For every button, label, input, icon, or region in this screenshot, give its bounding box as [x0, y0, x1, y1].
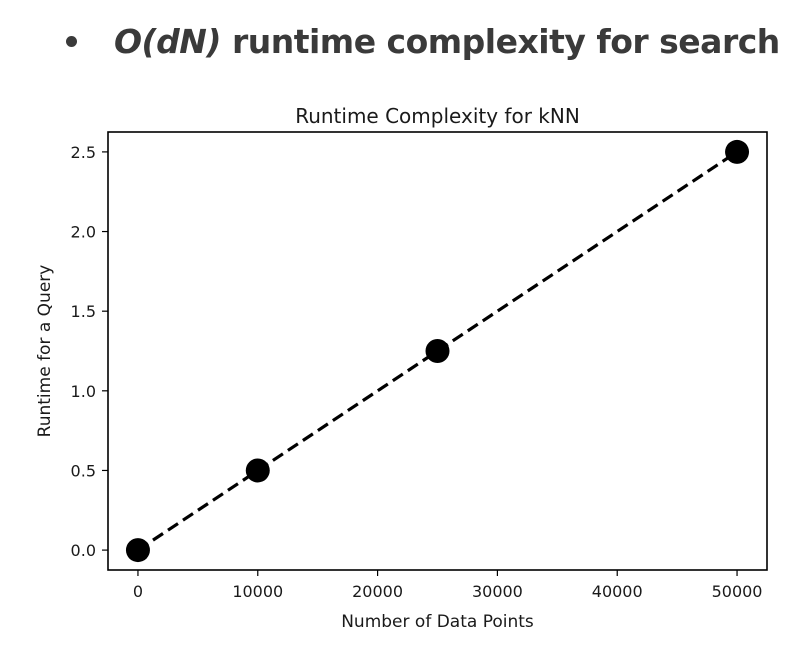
- bullet-dot-icon: [66, 35, 77, 47]
- bullet-rest: runtime complexity for search: [220, 21, 780, 61]
- y-axis-label: Runtime for a Query: [35, 265, 55, 438]
- bullet-text: O(dN) runtime complexity for search: [114, 22, 780, 61]
- x-tick-label: 20000: [352, 582, 403, 601]
- x-tick-label: 50000: [712, 582, 763, 601]
- chart-title: Runtime Complexity for kNN: [295, 104, 580, 128]
- y-tick-label: 0.0: [71, 541, 96, 560]
- data-point: [245, 458, 270, 483]
- data-point: [725, 139, 750, 164]
- bullet-math: O(dN): [114, 21, 221, 61]
- plot-frame: [107, 131, 768, 571]
- y-tick-label: 2.5: [71, 143, 96, 162]
- x-tick-label: 40000: [592, 582, 643, 601]
- y-tick-label: 1.0: [71, 382, 96, 401]
- x-axis-label: Number of Data Points: [341, 612, 534, 632]
- x-tick-label: 10000: [232, 582, 283, 601]
- data-point: [425, 339, 450, 363]
- y-tick-label: 0.5: [71, 461, 96, 480]
- x-tick-label: 0: [133, 582, 143, 601]
- data-point: [125, 538, 150, 563]
- y-tick-label: 2.0: [71, 223, 96, 242]
- slide-bullet: O(dN) runtime complexity for search: [66, 14, 780, 68]
- y-tick-label: 1.5: [71, 302, 96, 321]
- plot-area: 0 10000 20000 30000 40000 50000 0.0 0.5 1.0 1.5 2.…: [71, 131, 768, 601]
- x-tick-label: 30000: [472, 582, 523, 601]
